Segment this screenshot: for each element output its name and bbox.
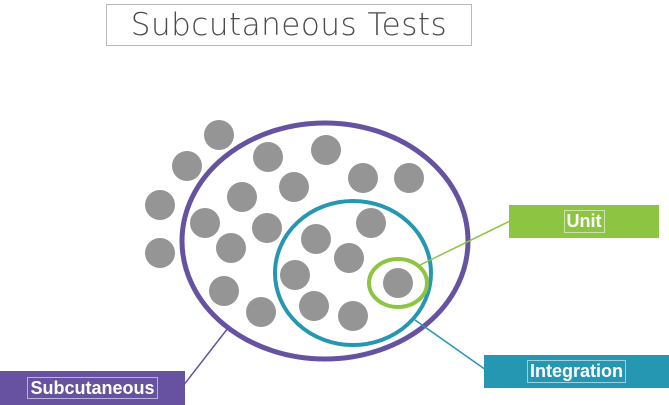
test-dot: [311, 135, 341, 165]
unit-connector-line: [419, 220, 511, 266]
test-dot: [246, 297, 276, 327]
unit-label-text: Unit: [563, 210, 605, 233]
test-dot: [145, 238, 175, 268]
test-dot: [209, 276, 239, 306]
test-dot: [216, 233, 246, 263]
test-dot: [227, 182, 257, 212]
subcutaneous-label-text: Subcutaneous: [27, 376, 158, 400]
test-dot: [356, 208, 386, 238]
test-dot: [253, 142, 283, 172]
test-dot: [334, 243, 364, 273]
test-dot: [204, 120, 234, 150]
integration-label-text: Integration: [527, 360, 626, 383]
test-dot: [190, 208, 220, 238]
test-dot: [172, 151, 202, 181]
test-dot: [279, 172, 309, 202]
unit-scope-ellipse: [367, 257, 429, 309]
test-dot: [145, 190, 175, 220]
integration-label: Integration: [484, 355, 669, 388]
integration-scope-ellipse: [273, 199, 433, 347]
test-dot: [299, 291, 329, 321]
test-dot: [383, 268, 413, 298]
subcutaneous-connector-line: [182, 327, 229, 387]
test-dot: [394, 163, 424, 193]
subcutaneous-label: Subcutaneous: [0, 371, 185, 405]
test-dots: [145, 120, 424, 331]
test-dot: [348, 163, 378, 193]
diagram-title: Subcutaneous Tests: [106, 4, 472, 46]
unit-label: Unit: [509, 205, 659, 238]
test-dot: [280, 260, 310, 290]
integration-connector-line: [414, 319, 487, 371]
test-dot: [301, 224, 331, 254]
test-dot: [338, 301, 368, 331]
test-dot: [252, 213, 282, 243]
